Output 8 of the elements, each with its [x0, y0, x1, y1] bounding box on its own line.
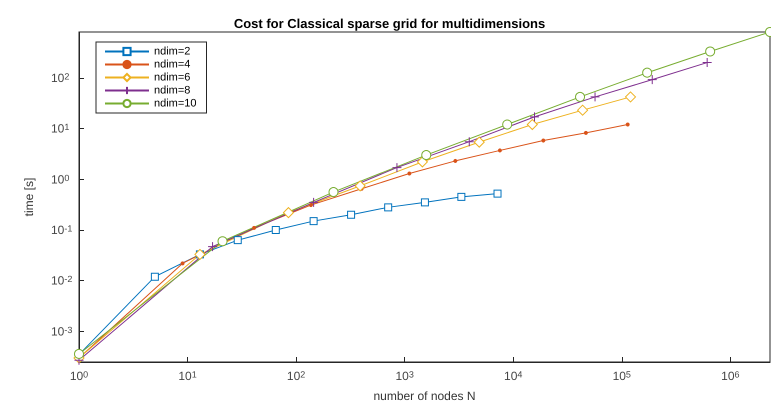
legend-label: ndim=10 [154, 98, 197, 110]
chart-title: Cost for Classical sparse grid for multidimensions [234, 16, 546, 31]
legend-label: ndim=6 [154, 72, 190, 84]
legend-label: ndim=2 [154, 46, 190, 58]
legend-label: ndim=8 [154, 84, 190, 96]
x-axis-title: number of nodes N [373, 389, 476, 403]
legend-label: ndim=4 [154, 58, 190, 70]
y-axis-title: time [s] [22, 178, 36, 216]
